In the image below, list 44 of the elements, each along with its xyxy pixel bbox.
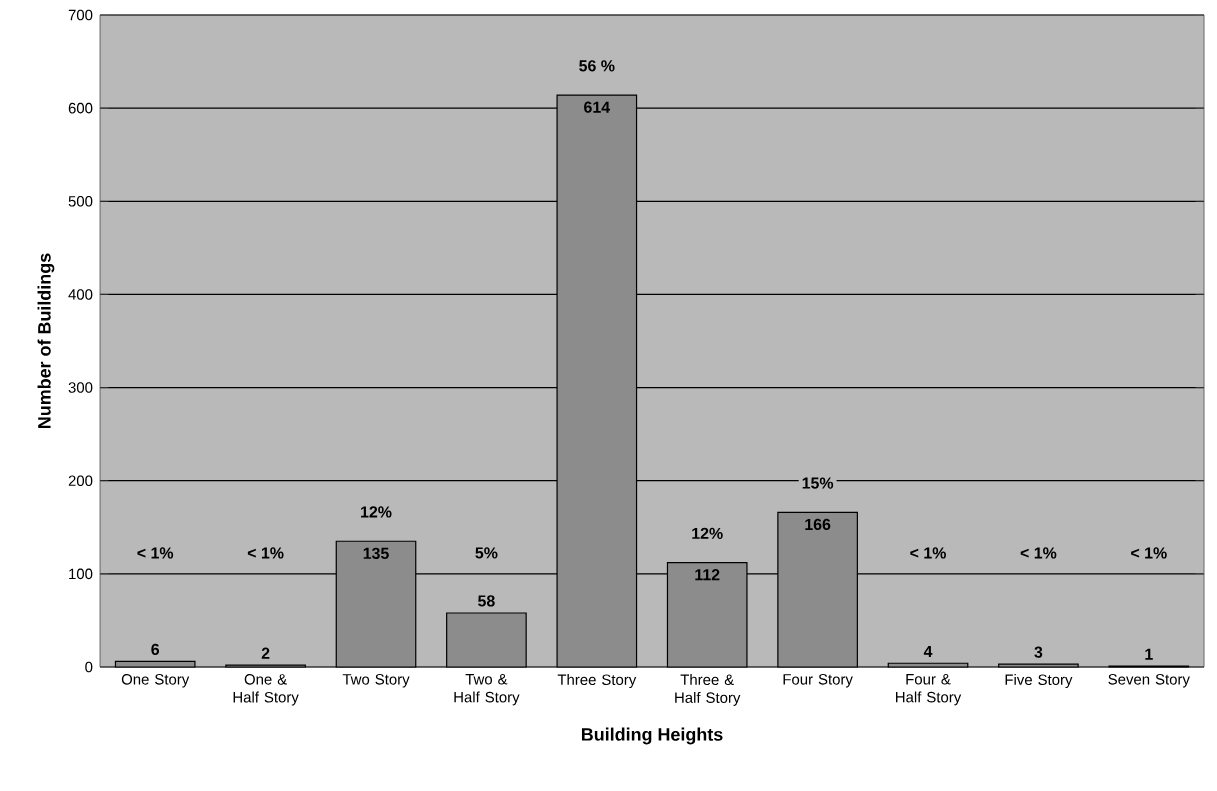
bar (887, 662, 969, 668)
y-tick-label: 200 (68, 475, 93, 487)
x-tick-label: Four & Half Story (896, 674, 962, 706)
data-label: 2 (261, 647, 270, 659)
x-axis-title: Building Heights (581, 727, 723, 745)
data-label: 112 (695, 569, 720, 581)
y-axis-title: Number of Buildings (37, 253, 55, 428)
data-label: 1 (1145, 648, 1153, 660)
x-tick-label: Two & Half Story (454, 674, 520, 706)
y-tick-label: 0 (85, 661, 93, 673)
annotation: 12% (361, 506, 392, 518)
y-tick-label: 500 (68, 195, 93, 207)
annotation: 5% (475, 547, 498, 559)
annotation: < 1% (137, 547, 174, 559)
x-tick-label: Three Story (557, 674, 637, 688)
bar (114, 660, 196, 668)
y-tick-label: 300 (68, 382, 93, 393)
x-tick-label: Three & Half Story (675, 674, 741, 706)
y-tick-label: 400 (68, 289, 93, 300)
annotation: < 1% (910, 547, 946, 559)
x-tick-label: One & Half Story (233, 674, 299, 706)
data-label: 614 (584, 101, 611, 113)
x-tick-label: Five Story (1005, 674, 1073, 688)
x-tick-label: One Story (121, 674, 190, 688)
data-label: 58 (478, 595, 495, 607)
x-tick-label: Seven Story (1108, 674, 1190, 688)
annotation: < 1% (1131, 547, 1167, 559)
x-tick-label: Four Story (783, 674, 853, 688)
data-label: 4 (923, 645, 933, 657)
y-tick-label: 100 (69, 568, 93, 580)
annotation: 15% (802, 477, 834, 489)
data-label: 166 (805, 518, 831, 531)
data-label: 6 (151, 643, 160, 656)
y-tick-label: 600 (68, 102, 93, 114)
annotation: 12% (692, 527, 723, 539)
annotation: 56 % (579, 60, 615, 72)
data-label: 135 (363, 547, 389, 559)
annotation: < 1% (247, 547, 284, 559)
annotation: < 1% (1020, 547, 1057, 559)
x-tick-label: Two Story (342, 674, 410, 688)
bar (446, 612, 527, 668)
data-label: 3 (1034, 646, 1043, 658)
bar (998, 663, 1079, 668)
y-tick-label: 700 (68, 9, 93, 21)
